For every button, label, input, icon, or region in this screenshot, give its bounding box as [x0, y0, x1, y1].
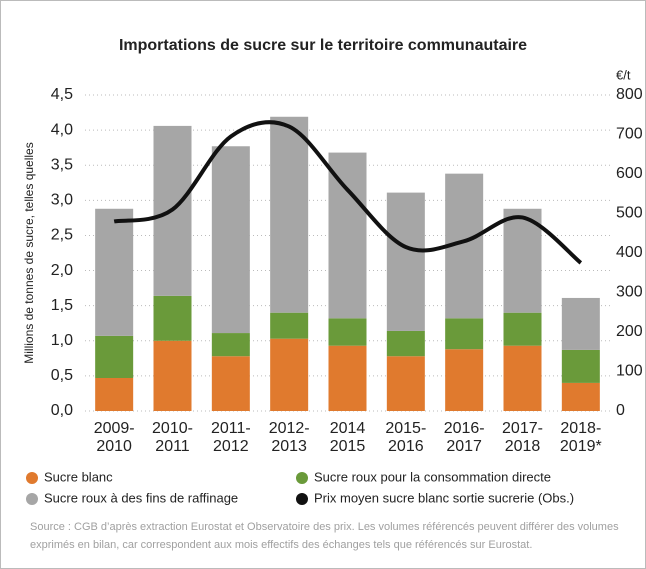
price-line — [113, 120, 583, 265]
bar-segment — [503, 208, 542, 313]
y2-tick-label: 700 — [616, 126, 643, 143]
y-axis-label: Millions de tonnes de sucre, telles quel… — [22, 142, 36, 363]
y2-axis-label: €/t — [616, 67, 631, 82]
y-tick-label: 3,5 — [51, 156, 73, 173]
x-tick-label: 2009- 2010 — [93, 420, 135, 455]
bar-segment — [445, 349, 484, 411]
bar-segment — [561, 349, 600, 383]
bar-segment — [561, 382, 600, 411]
bar-segment — [95, 335, 134, 378]
x-tick-label: 2016- 2017 — [443, 420, 485, 455]
bar-segment — [270, 312, 309, 339]
x-tick-label: 2014 2015 — [329, 420, 366, 455]
legend-swatch — [296, 472, 308, 484]
bar-segment — [270, 338, 309, 411]
x-tick-label: 2018- 2019* — [559, 420, 602, 455]
legend-swatch — [296, 493, 308, 505]
y2-tick-label: 600 — [616, 165, 643, 182]
y-tick-label: 0,5 — [51, 367, 73, 384]
y-tick-label: 3,0 — [51, 192, 73, 209]
bar-segment — [328, 318, 367, 346]
bar-segment — [211, 333, 250, 357]
y-tick-label: 0,0 — [51, 402, 73, 419]
bar-segment — [328, 345, 367, 411]
y2-tick-label: 100 — [616, 363, 643, 380]
bar-segment — [445, 318, 484, 350]
x-tick-label: 2011- 2012 — [210, 420, 251, 455]
y2-tick-label: 800 — [616, 86, 643, 103]
source-note: Source : CGB d’après extraction Eurostat… — [30, 521, 619, 551]
bar-segment — [328, 152, 367, 319]
legend-label: Prix moyen sucre blanc sortie sucrerie (… — [314, 490, 574, 505]
bar-segment — [95, 208, 134, 336]
chart-title: Importations de sucre sur le territoire … — [119, 37, 527, 54]
y-tick-label: 1,5 — [51, 297, 73, 314]
y2-tick-label: 500 — [616, 205, 643, 222]
x-tick-label: 2010- 2011 — [152, 420, 193, 455]
bar-segment — [153, 295, 192, 341]
bar-segment — [270, 116, 309, 313]
bar-segment — [561, 297, 600, 350]
bar-segment — [211, 146, 250, 334]
y2-tick-label: 0 — [616, 402, 625, 419]
legend-label: Sucre blanc — [44, 469, 113, 484]
bar-segment — [386, 192, 425, 331]
legend-swatch — [26, 472, 38, 484]
y2-tick-label: 300 — [616, 284, 643, 301]
bar-segment — [503, 345, 542, 411]
bar-segment — [153, 340, 192, 411]
legend-swatch — [26, 493, 38, 505]
bar-segment — [386, 330, 425, 357]
y-tick-label: 2,5 — [51, 227, 73, 244]
x-tick-label: 2015- 2016 — [385, 420, 427, 455]
x-tick-label: 2017- 2018 — [502, 420, 543, 455]
bar-segment — [386, 356, 425, 411]
y-tick-label: 4,0 — [51, 121, 73, 138]
y-tick-label: 4,5 — [51, 86, 73, 103]
y2-tick-label: 200 — [616, 323, 643, 340]
legend-label: Sucre roux à des fins de raffinage — [44, 490, 238, 505]
bar-segment — [95, 377, 134, 411]
bar-segment — [211, 356, 250, 411]
y-tick-label: 2,0 — [51, 262, 73, 279]
bar-segment — [503, 312, 542, 346]
x-tick-label: 2012- 2013 — [268, 420, 310, 455]
y2-tick-label: 400 — [616, 244, 643, 261]
y-tick-label: 1,0 — [51, 332, 73, 349]
legend-label: Sucre roux pour la consommation directe — [314, 469, 551, 484]
